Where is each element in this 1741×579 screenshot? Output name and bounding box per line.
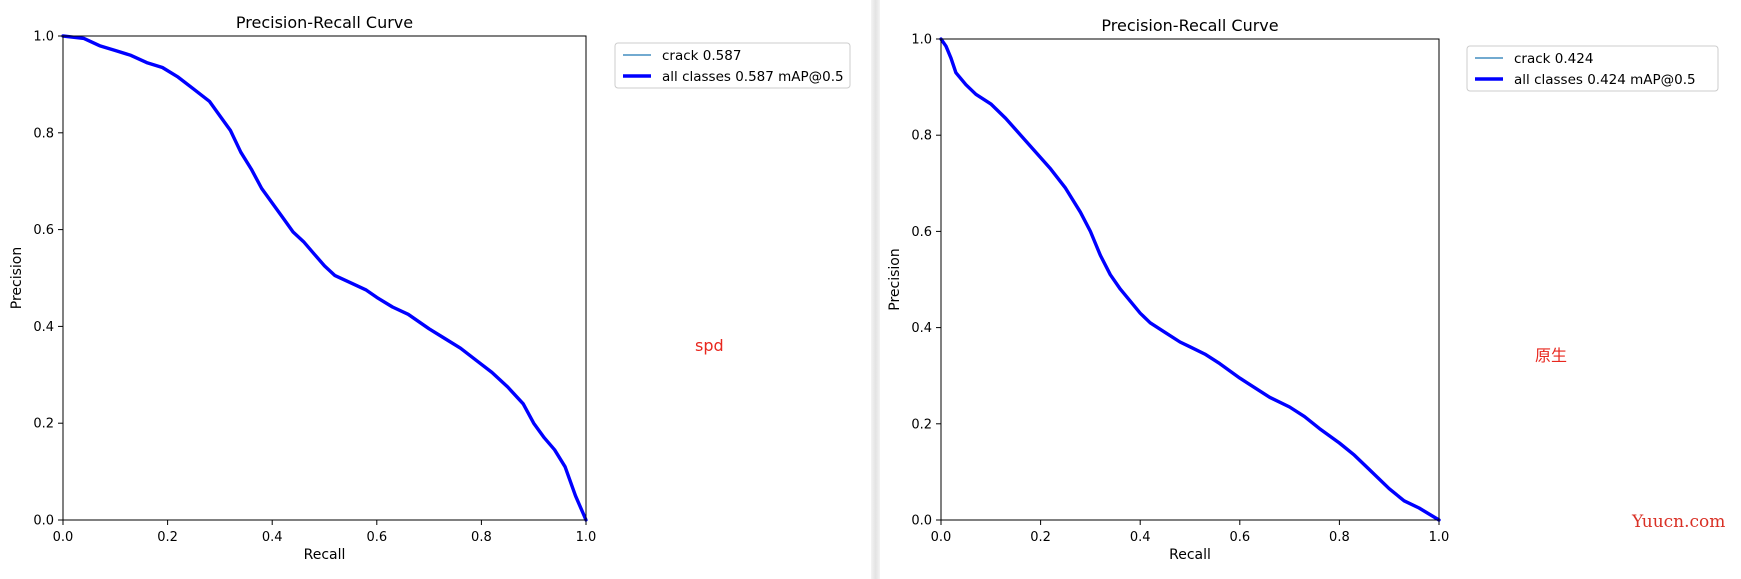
x-axis-label: Recall — [304, 547, 346, 563]
y-tick-label: 0.0 — [911, 514, 932, 529]
x-tick-label: 0.4 — [262, 530, 283, 545]
y-axis-label: Precision — [9, 247, 25, 309]
legend-box — [1466, 45, 1719, 92]
y-tick-label: 0.4 — [33, 320, 54, 335]
x-tick-label: 0.2 — [157, 530, 178, 545]
y-tick-label: 0.0 — [33, 514, 54, 529]
y-tick-label: 0.8 — [33, 126, 54, 141]
y-tick-label: 0.6 — [911, 225, 932, 240]
series-line-crack — [940, 38, 1440, 521]
legend-entry: crack 0.424 — [1514, 51, 1593, 67]
x-tick-label: 1.0 — [1429, 530, 1450, 545]
x-tick-label: 0.0 — [931, 530, 952, 545]
series-line-all-classes — [939, 37, 1441, 522]
x-tick-label: 0.8 — [471, 530, 492, 545]
y-tick-label: 1.0 — [911, 33, 932, 48]
panel-divider — [871, 0, 880, 579]
right-panel-note: 原生 — [1535, 346, 1568, 365]
x-tick-label: 0.0 — [53, 530, 74, 545]
y-axis-label: Precision — [887, 248, 903, 310]
legend-entry: crack 0.587 — [662, 48, 741, 64]
axes-frame — [940, 38, 1440, 521]
y-tick-label: 0.8 — [911, 129, 932, 144]
chart-legend: crack 0.424 all classes 0.424 mAP@0.5 — [1466, 45, 1719, 92]
series-line-all-classes — [61, 34, 588, 522]
x-tick-label: 1.0 — [576, 530, 597, 545]
x-tick-label: 0.6 — [366, 530, 387, 545]
pr-chart-right: Precision-Recall Curve 0.0 0.2 0.4 0.6 0.8 1.0… — [887, 16, 1719, 563]
x-axis-label: Recall — [1169, 547, 1211, 563]
y-tick-label: 1.0 — [33, 30, 54, 45]
legend-box — [614, 42, 851, 89]
y-tick-label: 0.4 — [911, 321, 932, 336]
y-tick-label: 0.6 — [33, 223, 54, 238]
x-tick-label: 0.6 — [1229, 530, 1250, 545]
chart-title: Precision-Recall Curve — [1101, 16, 1278, 35]
chart-title: Precision-Recall Curve — [236, 13, 413, 32]
y-tick-label: 0.2 — [33, 417, 54, 432]
axes-frame — [62, 35, 587, 521]
watermark: Yuucn.com — [1632, 512, 1726, 532]
x-tick-label: 0.8 — [1329, 530, 1350, 545]
series-line-crack — [62, 35, 587, 521]
legend-entry: all classes 0.424 mAP@0.5 — [1514, 72, 1696, 88]
y-tick-label: 0.2 — [911, 417, 932, 432]
left-panel-note: spd — [695, 336, 724, 355]
legend-entry: all classes 0.587 mAP@0.5 — [662, 69, 844, 85]
x-tick-label: 0.4 — [1130, 530, 1151, 545]
pr-chart-left: Precision-Recall Curve 0.0 0.2 0.4 0.6 0.8 1.0… — [9, 13, 851, 563]
x-tick-label: 0.2 — [1030, 530, 1051, 545]
chart-legend: crack 0.587 all classes 0.587 mAP@0.5 — [614, 42, 851, 89]
